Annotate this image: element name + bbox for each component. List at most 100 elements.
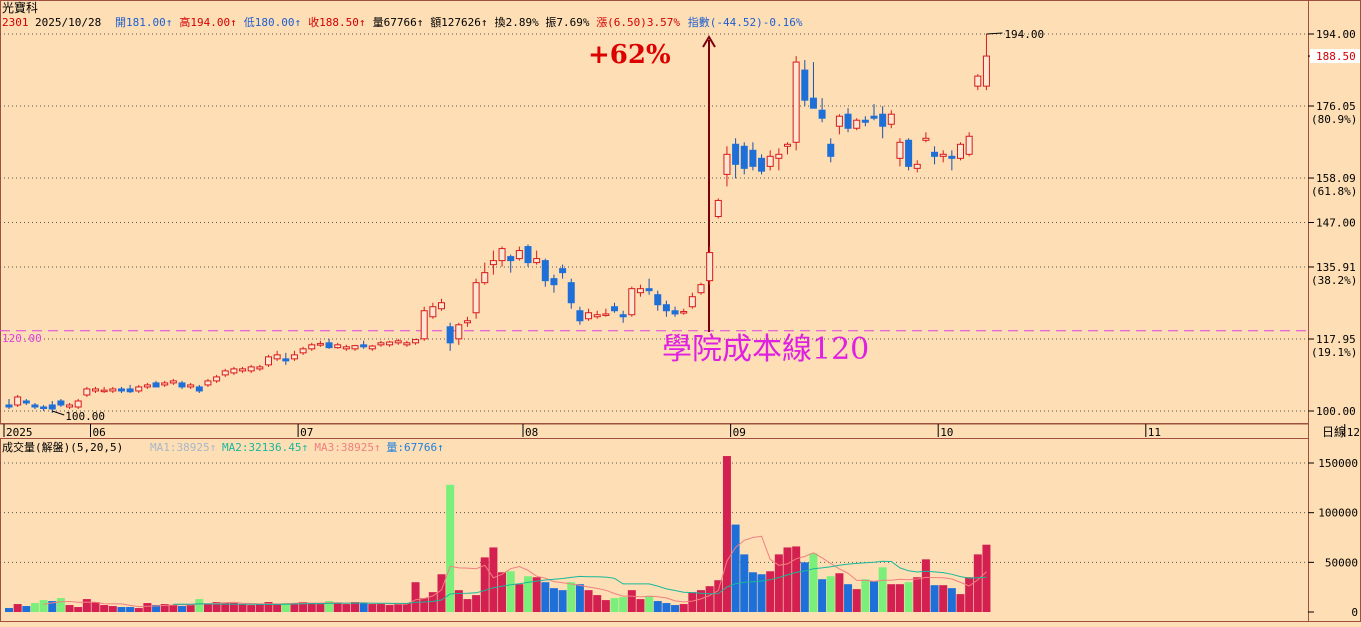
candle-body (438, 302, 445, 310)
candle-body (273, 354, 281, 360)
candle-body (931, 151, 939, 157)
volume-bar (705, 586, 714, 612)
volume-bar (714, 580, 723, 612)
candle-body (100, 389, 108, 393)
candle-body (152, 382, 160, 388)
right-axis-frame (1308, 0, 1361, 622)
candle-body (723, 153, 731, 175)
candle-body (334, 344, 342, 349)
volume-bar (454, 590, 463, 612)
candle-body (688, 296, 696, 308)
candle-body (455, 324, 463, 340)
candle-body (31, 404, 39, 408)
volume-bar (359, 603, 368, 612)
volume-bar (800, 562, 809, 612)
volume-bar (740, 554, 749, 612)
candle-body (40, 406, 48, 409)
price-tick-label: 176.05 (1316, 100, 1356, 113)
volume-bar (601, 600, 610, 612)
candle-body (982, 55, 990, 87)
volume-grid (0, 462, 1308, 563)
price-tick-highlight (1310, 49, 1360, 64)
candle-body (844, 113, 852, 129)
gain-arrow-head (702, 35, 716, 48)
quote-fields: 開181.00↑ 高194.00↑ 低180.00↑ 收188.50↑ 量67766↑ 額… (115, 15, 803, 29)
candle-body (83, 388, 91, 396)
candle-body (585, 312, 593, 320)
candle-body (57, 400, 65, 406)
volume-bar (178, 606, 186, 612)
volume-tick-label: 150000 (1318, 457, 1358, 470)
candle-body (117, 388, 125, 392)
candle-body (195, 386, 203, 392)
candle-body (204, 380, 212, 386)
volume-bar (921, 559, 930, 612)
candle-body (472, 282, 480, 314)
candle-body (913, 163, 921, 169)
low-pointer (52, 410, 65, 416)
candle-body (498, 248, 506, 262)
volume-legend-item: MA2:32136.45↑ (222, 441, 308, 454)
volume-bar (489, 547, 498, 612)
volume-bar (593, 595, 602, 612)
candle-body (879, 113, 887, 127)
volume-bar (645, 596, 654, 612)
volume-bar (91, 602, 100, 612)
volume-bars (5, 456, 991, 612)
candle-body (360, 344, 368, 348)
volume-bar (316, 604, 325, 612)
candle-body (256, 366, 264, 370)
volume-bar (575, 584, 584, 612)
candle-body (775, 153, 783, 159)
volume-bar (100, 605, 109, 612)
candle-body (801, 69, 809, 101)
volume-bar (437, 574, 446, 612)
volume-bar (498, 572, 507, 612)
candle-body (92, 388, 99, 392)
candle-body (809, 97, 817, 109)
candle-body (109, 388, 117, 392)
candle-body (420, 310, 428, 340)
candle-body (221, 370, 229, 376)
fib-ratio-label: (38.2%) (1311, 274, 1357, 287)
volume-bar (446, 484, 455, 612)
candle-body (559, 268, 567, 274)
volume-bar (247, 605, 256, 612)
period-label: 日線 (1322, 424, 1346, 439)
volume-tick-label: 50000 (1325, 556, 1358, 569)
quote-field-8: 漲(6.50)3.57% (596, 16, 680, 29)
candle-body (628, 288, 636, 316)
price-tick-label: 135.91 (1316, 261, 1356, 274)
volume-bar (662, 603, 671, 612)
price-tick-label: 188.50 (1316, 50, 1356, 63)
volume-bar (333, 603, 342, 612)
candle-body (178, 382, 186, 388)
month-label: 10 (940, 426, 953, 439)
volume-bar (22, 606, 31, 612)
volume-bar (376, 604, 385, 612)
volume-bar (385, 605, 394, 612)
volume-bar (947, 588, 956, 612)
volume-bar (143, 603, 152, 612)
candle-body (515, 250, 523, 260)
volume-axis: 150000 100000 50000 0 (1308, 457, 1358, 619)
candle-body (567, 282, 575, 304)
volume-bar (463, 599, 472, 612)
price-tick-label: 100.00 (1316, 405, 1356, 418)
volume-bar (766, 571, 775, 612)
candle-body (342, 346, 350, 350)
volume-bar (965, 577, 974, 612)
candle-body (887, 113, 895, 125)
volume-bar (973, 554, 982, 612)
candle-body (662, 304, 670, 312)
volume-legend-item: 量:67766↑ (386, 441, 443, 454)
volume-bar (212, 602, 221, 612)
candle-body (308, 344, 316, 350)
volume-bar (506, 571, 515, 612)
candle-body (611, 306, 618, 312)
candle-body (489, 260, 497, 266)
volume-legend: MA1:38925↑ MA2:32136.45↑ MA3:38925↑ 量:67766… (150, 441, 444, 454)
candle-body (169, 380, 177, 384)
volume-bar (930, 585, 939, 612)
candle-body (827, 143, 835, 157)
